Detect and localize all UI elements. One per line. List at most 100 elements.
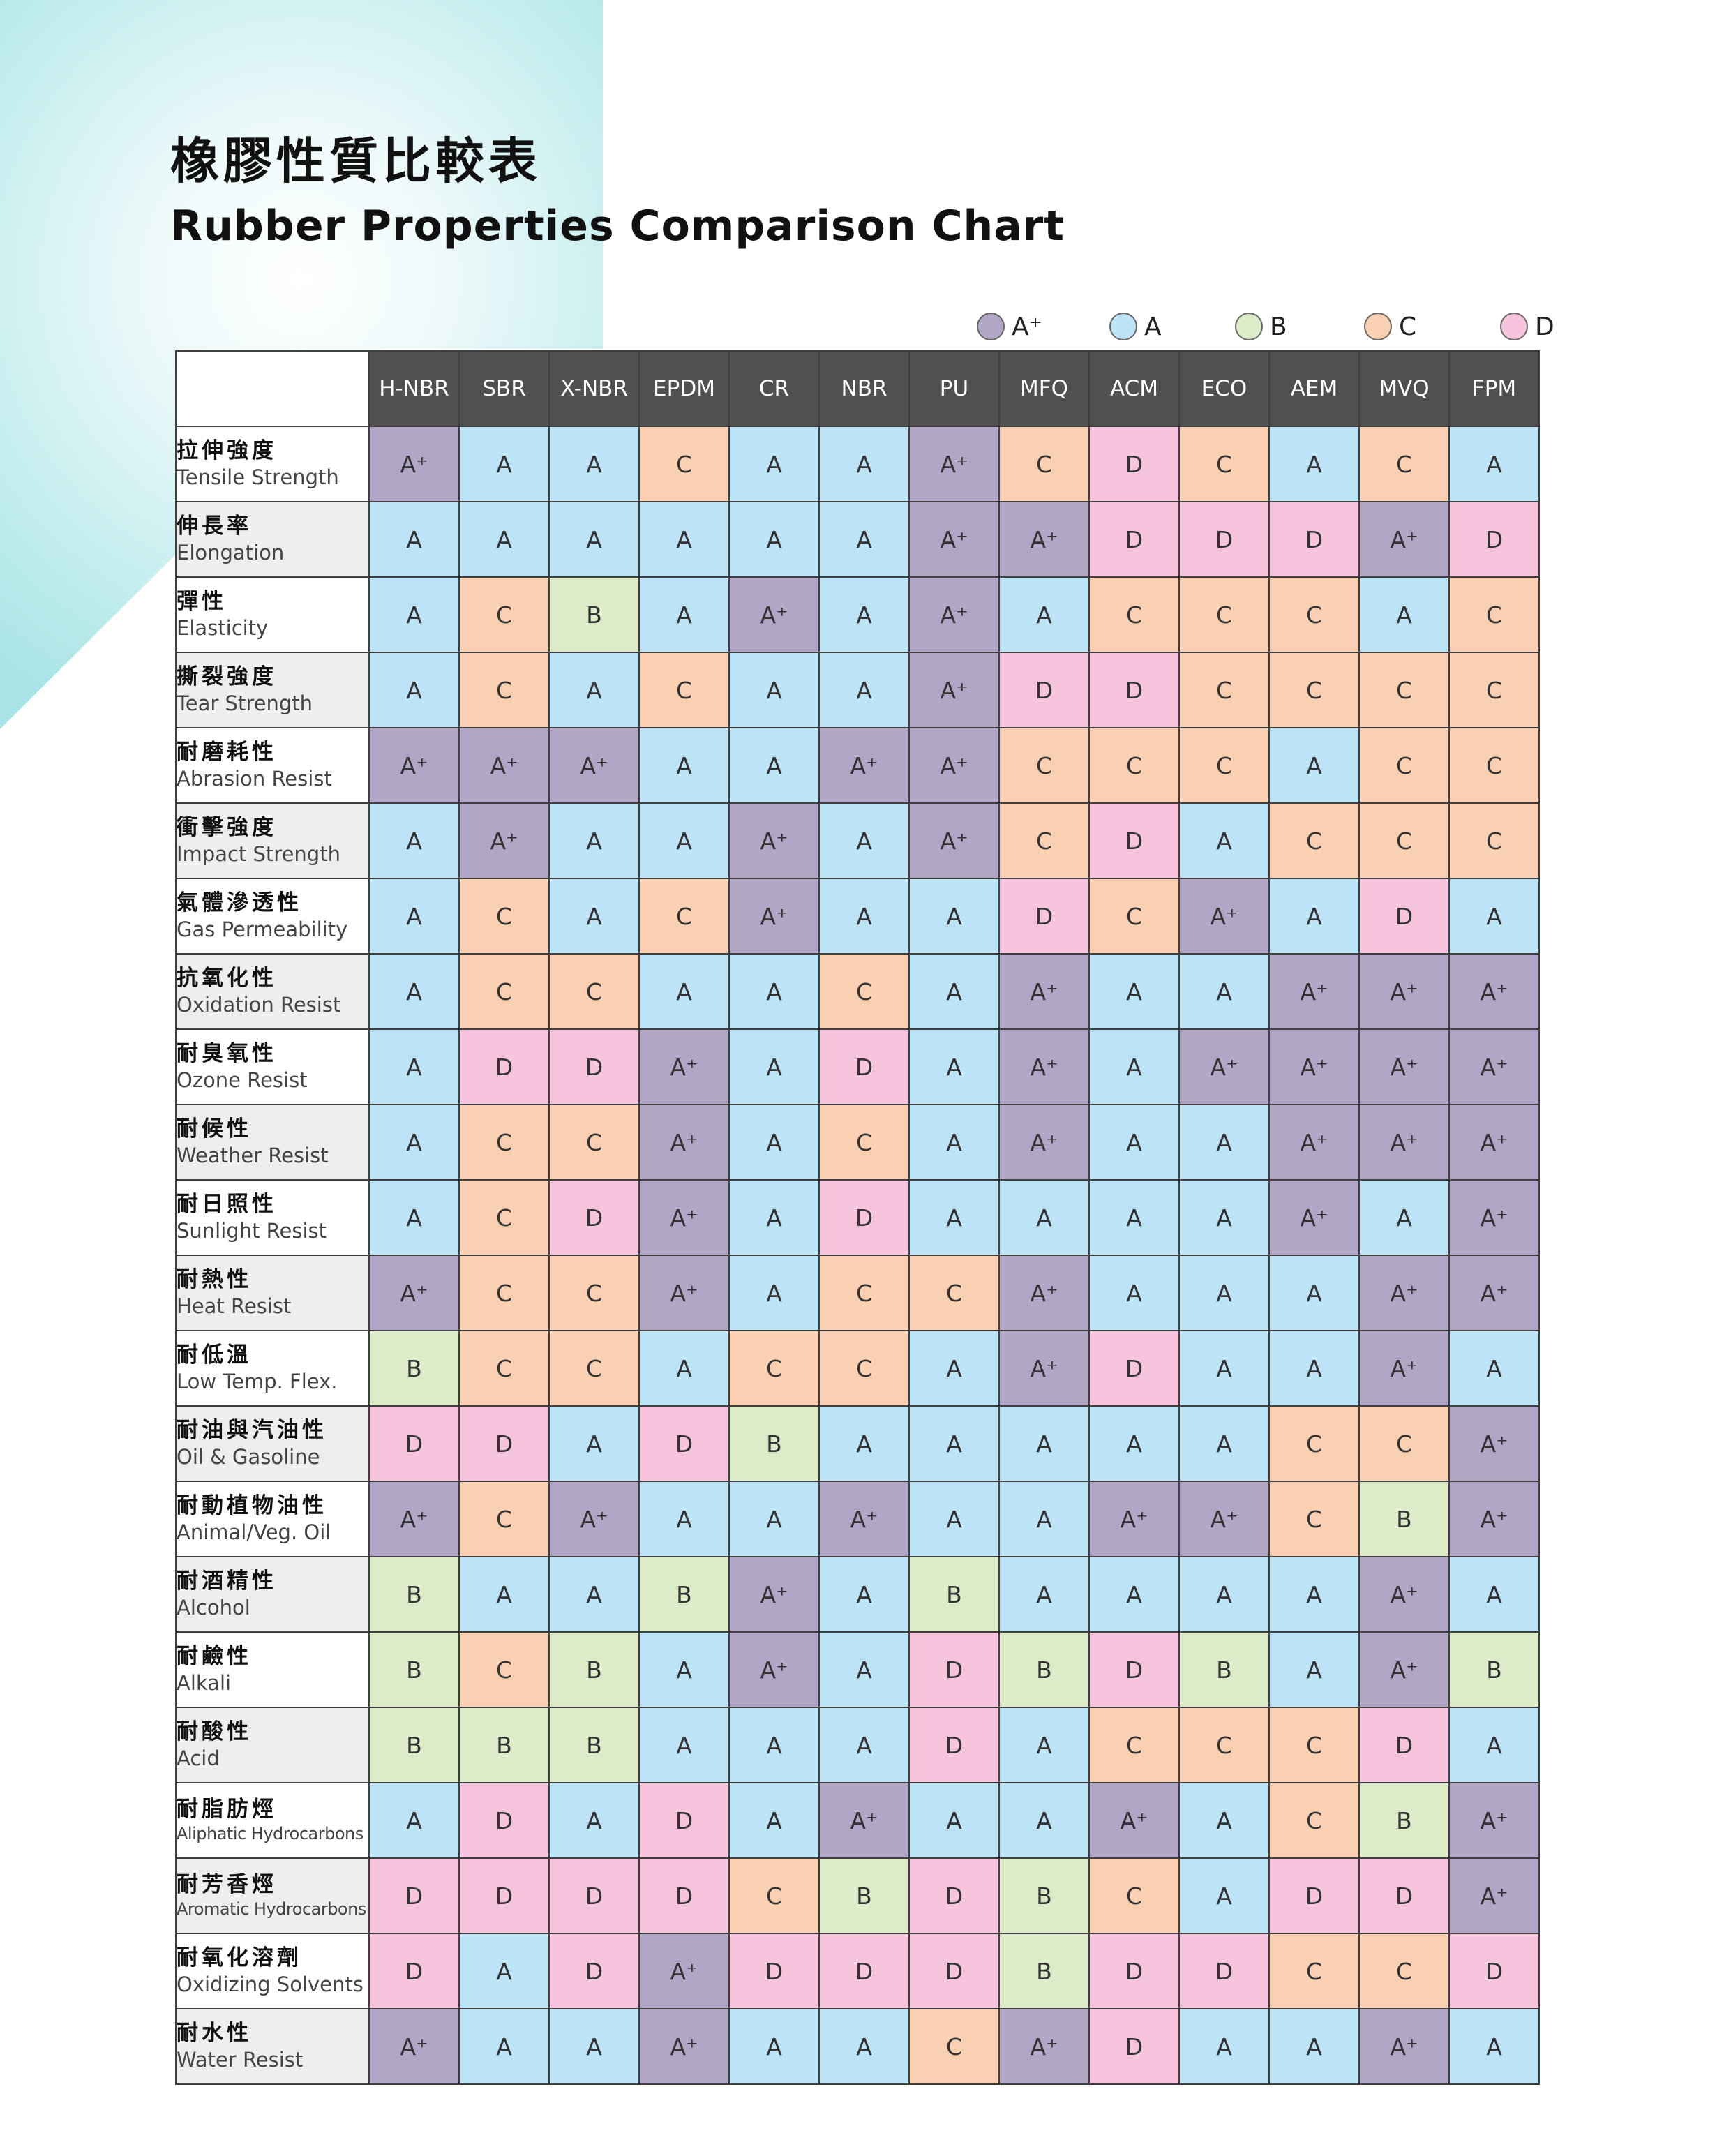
rating-cell: A bbox=[728, 501, 820, 578]
rating-cell: C bbox=[818, 953, 910, 1030]
table-row: 耐磨耗性 Abrasion Resist A⁺ A⁺ A⁺ A A A⁺ A⁺ C C C A C C bbox=[175, 727, 1540, 804]
rating-cell: A bbox=[818, 802, 910, 879]
rating-cell: A⁺ bbox=[368, 2008, 460, 2085]
rating-cell: A⁺ bbox=[1358, 1330, 1450, 1407]
rating-cell: D bbox=[908, 1707, 1000, 1783]
rating-cell: A⁺ bbox=[1088, 1782, 1180, 1859]
rating-cell: A⁺ bbox=[908, 576, 1000, 653]
rating-cell: A bbox=[1268, 878, 1360, 955]
rating-cell: D bbox=[368, 1857, 460, 1934]
rating-cell: A⁺ bbox=[908, 727, 1000, 804]
rating-cell: A bbox=[1178, 1782, 1270, 1859]
rating-cell: A bbox=[638, 576, 730, 653]
row-header: 抗氧化性 Oxidation Resist bbox=[175, 953, 370, 1030]
rating-cell: A bbox=[728, 1028, 820, 1105]
rating-cell: D bbox=[638, 1405, 730, 1482]
rating-cell: A⁺ bbox=[638, 1104, 730, 1181]
row-header: 氣體滲透性 Gas Permeability bbox=[175, 878, 370, 955]
rating-cell: B bbox=[638, 1556, 730, 1633]
rating-cell: A bbox=[1178, 1857, 1270, 1934]
rating-cell: A bbox=[908, 1405, 1000, 1482]
rating-cell: A bbox=[1448, 1330, 1540, 1407]
legend-swatch-icon bbox=[977, 313, 1005, 340]
rating-cell: A bbox=[728, 1782, 820, 1859]
table-row: 耐臭氧性 Ozone Resist A D D A⁺ A D A A⁺ A A⁺ A⁺ A⁺ A⁺ bbox=[175, 1028, 1540, 1105]
rating-cell: A bbox=[458, 2008, 550, 2085]
rating-cell: A bbox=[728, 1255, 820, 1331]
row-header: 耐酒精性 Alcohol bbox=[175, 1556, 370, 1633]
column-header: MFQ bbox=[998, 350, 1090, 427]
property-name-chinese: 耐日照性 bbox=[177, 1191, 277, 1217]
rating-cell: A bbox=[1268, 2008, 1360, 2085]
table-row: 耐水性 Water Resist A⁺ A A A⁺ A A C A⁺ D A A A⁺ A bbox=[175, 2008, 1540, 2085]
rating-cell: A⁺ bbox=[1268, 953, 1360, 1030]
rating-cell: A bbox=[458, 501, 550, 578]
rating-cell: A⁺ bbox=[1448, 1481, 1540, 1557]
rating-cell: B bbox=[368, 1707, 460, 1783]
table-row: 耐芳香烴 Aromatic Hydrocarbons D D D D C B D B C A D D A⁺ bbox=[175, 1857, 1540, 1934]
rating-cell: A bbox=[368, 953, 460, 1030]
rating-cell: A bbox=[818, 426, 910, 502]
table-row: 拉伸強度 Tensile Strength A⁺ A A C A A A⁺ C D C A C A bbox=[175, 426, 1540, 502]
rating-cell: A⁺ bbox=[1358, 1028, 1450, 1105]
rating-cell: A⁺ bbox=[1358, 953, 1450, 1030]
column-header: SBR bbox=[458, 350, 550, 427]
rating-cell: C bbox=[818, 1104, 910, 1181]
row-header: 耐鹼性 Alkali bbox=[175, 1631, 370, 1708]
rating-cell: A bbox=[998, 1556, 1090, 1633]
property-name-english: Ozone Resist bbox=[177, 1068, 308, 1092]
property-name-english: Heat Resist bbox=[177, 1294, 292, 1318]
rating-cell: C bbox=[1358, 1405, 1450, 1482]
rating-cell: D bbox=[368, 1405, 460, 1482]
rating-cell: A⁺ bbox=[818, 1782, 910, 1859]
rating-cell: A⁺ bbox=[368, 727, 460, 804]
rating-cell: A bbox=[1358, 576, 1450, 653]
rating-cell: C bbox=[1448, 802, 1540, 879]
rating-cell: A bbox=[368, 1179, 460, 1256]
property-name-english: Sunlight Resist bbox=[177, 1218, 327, 1243]
rating-cell: C bbox=[1178, 727, 1270, 804]
rating-cell: D bbox=[908, 1933, 1000, 2009]
rating-cell: A bbox=[1448, 878, 1540, 955]
rating-cell: A⁺ bbox=[1448, 1104, 1540, 1181]
rating-cell: D bbox=[638, 1782, 730, 1859]
rating-cell: D bbox=[548, 1179, 640, 1256]
rating-cell: C bbox=[458, 1179, 550, 1256]
table-row: 耐熱性 Heat Resist A⁺ C C A⁺ A C C A⁺ A A A A⁺ A⁺ bbox=[175, 1255, 1540, 1331]
rating-cell: A bbox=[1088, 953, 1180, 1030]
row-header: 耐油與汽油性 Oil & Gasoline bbox=[175, 1405, 370, 1482]
rating-cell: C bbox=[1358, 1933, 1450, 2009]
rating-cell: A⁺ bbox=[368, 426, 460, 502]
rating-cell: D bbox=[1088, 426, 1180, 502]
rating-cell: A bbox=[1178, 1255, 1270, 1331]
row-header: 耐磨耗性 Abrasion Resist bbox=[175, 727, 370, 804]
rating-cell: C bbox=[818, 1330, 910, 1407]
rating-cell: D bbox=[998, 652, 1090, 728]
rating-cell: D bbox=[728, 1933, 820, 2009]
legend: A⁺ A B C D bbox=[977, 307, 1554, 346]
table-row: 氣體滲透性 Gas Permeability A C A C A⁺ A A D C A⁺ A D A bbox=[175, 878, 1540, 955]
rating-cell: A bbox=[1268, 1330, 1360, 1407]
column-header: ACM bbox=[1088, 350, 1180, 427]
rating-cell: A⁺ bbox=[1358, 1255, 1450, 1331]
property-name-chinese: 抗氧化性 bbox=[177, 965, 277, 991]
rating-cell: A bbox=[368, 501, 460, 578]
rating-cell: A bbox=[908, 1481, 1000, 1557]
rating-cell: A⁺ bbox=[728, 802, 820, 879]
rating-cell: B bbox=[728, 1405, 820, 1482]
rating-cell: A bbox=[908, 1330, 1000, 1407]
rating-cell: B bbox=[818, 1857, 910, 1934]
rating-cell: A⁺ bbox=[998, 1255, 1090, 1331]
legend-label: C bbox=[1399, 312, 1417, 341]
rating-cell: A⁺ bbox=[368, 1481, 460, 1557]
legend-swatch-icon bbox=[1364, 313, 1392, 340]
rating-cell: B bbox=[1448, 1631, 1540, 1708]
legend-item: A bbox=[1109, 307, 1162, 346]
rating-cell: C bbox=[1088, 576, 1180, 653]
rating-cell: A bbox=[548, 652, 640, 728]
rating-cell: D bbox=[458, 1857, 550, 1934]
column-header: X-NBR bbox=[548, 350, 640, 427]
rating-cell: A bbox=[818, 1707, 910, 1783]
rating-cell: A bbox=[818, 576, 910, 653]
rating-cell: C bbox=[638, 426, 730, 502]
